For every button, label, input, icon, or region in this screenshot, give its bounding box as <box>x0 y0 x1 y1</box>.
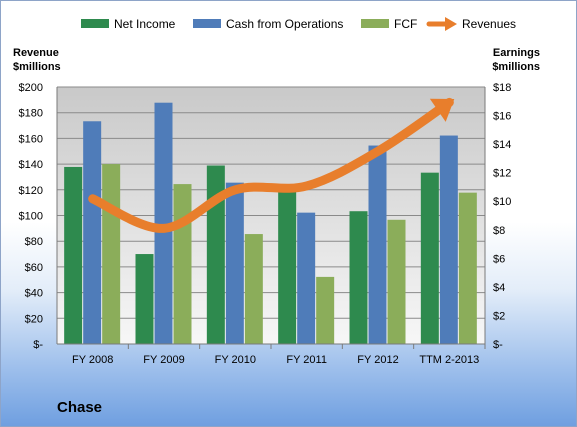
bar-net-income <box>64 166 83 344</box>
legend-label: Net Income <box>114 17 176 31</box>
revenue-line <box>88 97 455 233</box>
left-axis-title-unit: $millions <box>13 61 61 73</box>
axes: $- $20 $40 $60 $80 $100 $120 $140 $160 $180 $200 $-… <box>19 82 512 366</box>
left-tick-label: $40 <box>25 288 43 300</box>
left-tick-label: $160 <box>19 133 43 145</box>
revenue-series-line <box>88 97 454 233</box>
right-tick-label: $18 <box>493 82 511 94</box>
legend-label: FCF <box>394 17 417 31</box>
bar-cash-from-operations <box>83 121 102 345</box>
x-tick-label: FY 2011 <box>286 354 327 366</box>
company-name: Chase <box>57 399 103 416</box>
left-tick-label: $140 <box>19 159 43 171</box>
bar-fcf <box>458 192 477 344</box>
left-tick-label: $100 <box>19 211 43 223</box>
bar-net-income <box>135 254 154 344</box>
legend: Net Income Cash from Operations FCF Revenue… <box>81 17 516 31</box>
bar-cash-from-operations <box>154 102 173 344</box>
bar-fcf <box>244 234 263 344</box>
right-tick-label: $8 <box>493 225 505 237</box>
x-tick-label: TTM 2-2013 <box>419 354 479 366</box>
left-tick-label: $180 <box>19 108 43 120</box>
bar-cash-from-operations <box>297 212 316 344</box>
bar-net-income <box>206 165 225 344</box>
legend-swatch <box>193 19 221 28</box>
right-tick-label: $12 <box>493 168 511 180</box>
legend-swatch-arrowhead <box>445 17 457 31</box>
legend-label: Revenues <box>462 17 516 31</box>
right-tick-label: $6 <box>493 253 505 265</box>
right-tick-label: $- <box>493 339 503 351</box>
bar-fcf <box>316 276 335 344</box>
bar-fcf <box>387 219 406 344</box>
right-axis-title: Earnings <box>493 47 540 59</box>
legend-label: Cash from Operations <box>226 17 343 31</box>
left-tick-label: $60 <box>25 262 43 274</box>
right-tick-label: $16 <box>493 111 511 123</box>
revenue-arrowhead <box>429 98 455 122</box>
right-tick-label: $14 <box>493 139 511 151</box>
bar-cash-from-operations <box>439 135 458 344</box>
x-tick-label: FY 2009 <box>143 354 184 366</box>
left-tick-label: $200 <box>19 82 43 94</box>
x-tick-label: FY 2010 <box>215 354 256 366</box>
bar-cash-from-operations <box>368 145 387 344</box>
bar-net-income <box>278 186 297 344</box>
x-tick-label: FY 2012 <box>357 354 398 366</box>
bars <box>64 102 477 345</box>
left-tick-label: $20 <box>25 313 43 325</box>
right-tick-label: $2 <box>493 310 505 322</box>
right-tick-label: $10 <box>493 196 511 208</box>
bar-fcf <box>102 164 121 344</box>
legend-swatch <box>361 19 389 28</box>
bar-net-income <box>420 172 439 344</box>
legend-swatch <box>81 19 109 28</box>
bar-cash-from-operations <box>225 182 244 344</box>
bar-net-income <box>349 211 368 344</box>
left-axis-title: Revenue <box>13 47 59 59</box>
left-tick-label: $120 <box>19 185 43 197</box>
x-tick-label: FY 2008 <box>72 354 113 366</box>
bar-fcf <box>173 184 192 344</box>
left-tick-label: $80 <box>25 236 43 248</box>
right-tick-label: $4 <box>493 282 505 294</box>
left-tick-label: $- <box>33 339 43 351</box>
right-axis-title-unit: $millions <box>492 61 540 73</box>
